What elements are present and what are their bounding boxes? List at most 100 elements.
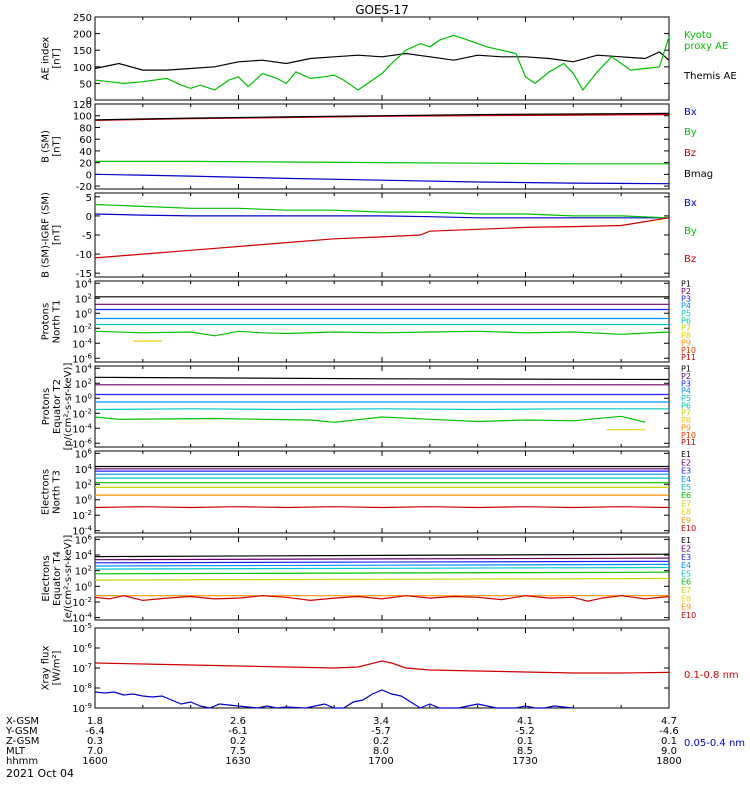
panel-4-ytick-label: 10-4: [72, 337, 92, 350]
panel-7-legend-label: E6: [681, 578, 691, 587]
plot-title: GOES-17: [355, 3, 409, 17]
panel-5-ytick-label: 100: [75, 392, 92, 405]
panel-3-ytick-label: 5: [86, 193, 92, 204]
panel-4-ytick-label: 10-6: [72, 352, 92, 365]
panel-5-legend-label: P8: [681, 416, 691, 425]
panel-6-legend-label: E2: [681, 458, 691, 467]
panel-1-legend-item: proxy AE: [684, 41, 728, 52]
panel-7-ytick-label: 10-4: [72, 612, 92, 625]
orbit-value: 1.8: [87, 716, 103, 727]
panel-8-ytick-label: 10-5: [72, 622, 92, 635]
orbit-value: -5.2: [515, 726, 535, 737]
panel-4-ytick-label: 100: [75, 307, 92, 320]
panel-3-legend-item: Bx: [684, 198, 697, 209]
orbit-value: 0.1: [517, 736, 533, 747]
panel-6-ytick-label: 10-4: [72, 525, 92, 538]
panel-5-legend-label: P3: [681, 379, 691, 388]
panel-5-ytick-label: 10-2: [72, 407, 92, 420]
panel-7-legend-label: E5: [681, 569, 691, 578]
panel-7-series-e7: [94, 577, 670, 581]
panel-3-legend-item: Bz: [684, 254, 696, 265]
orbit-row-label: hhmm: [6, 756, 38, 767]
orbit-value: 1730: [512, 756, 537, 767]
panel-5-series-p5: [94, 408, 669, 411]
panel-6-legend-label: E7: [681, 499, 691, 508]
panel-8-frame: [94, 627, 670, 709]
panel-2-legend-item: Bmag: [684, 169, 713, 180]
panel-7-legend-label: E2: [681, 545, 691, 554]
orbit-value: 0.2: [230, 736, 246, 747]
panel-7-legend-label: E10: [681, 611, 696, 620]
panel-4-legend-label: P3: [681, 294, 691, 303]
panel-7-ytick-label: 100: [75, 580, 92, 593]
panel-6-ytick-label: 10-2: [72, 509, 92, 522]
panel-8-ytick-label: 10-7: [72, 662, 92, 675]
panel-6-legend-label: E1: [681, 450, 691, 459]
panel-2-ytick-label: 100: [73, 112, 92, 123]
panel-6-legend-label: E8: [681, 508, 691, 517]
panel-6-frame: [94, 450, 670, 534]
orbit-value: 1600: [82, 756, 107, 767]
panel-8-series-0-1-0-8-nm: [94, 660, 670, 674]
panel-6-ytick-label: 106: [75, 447, 93, 460]
orbit-value: 8.5: [517, 746, 533, 757]
panel-5-legend-label: P1: [681, 365, 691, 374]
panel-2-legend-item: By: [684, 127, 697, 138]
panel-3-ytick-label: -15: [76, 269, 92, 280]
panel-5-ylabel: Protons: [41, 388, 52, 425]
panel-2-series-bmag: [94, 112, 670, 121]
panel-6-legend-label: E6: [681, 491, 691, 500]
panel-5-series-p1: [94, 376, 670, 381]
panel-1-ytick-label: 50: [79, 79, 92, 90]
panel-4-legend-label: P5: [681, 309, 691, 318]
panel-1-legend-item: Kyoto: [684, 30, 712, 41]
panel-1-frame: [94, 16, 670, 101]
panel-3-ytick-label: -5: [82, 231, 92, 242]
panel-3-frame: [94, 192, 670, 278]
panel-4-legend-label: P7: [681, 324, 691, 333]
orbit-value: -6.4: [85, 726, 105, 737]
panel-5-legend-label: P2: [681, 372, 691, 381]
panel-5-ylabel: [p/(cm²-s-sr-keV)]: [63, 363, 74, 451]
panel-1-legend-item: Themis AE: [683, 71, 737, 82]
orbit-value: 4.1: [517, 716, 533, 727]
panel-2-legend-item: Bz: [684, 148, 696, 159]
panel-7-ytick-label: 104: [75, 549, 93, 562]
panel-6-legend-label: E3: [681, 467, 691, 476]
panel-1-ytick-label: 100: [73, 63, 92, 74]
panel-2-ylabel: B (SM): [41, 130, 52, 163]
panel-5-legend-label: P9: [681, 423, 691, 432]
panel-7-ylabel: [e/(cm²-s-sr-keV)]: [63, 535, 74, 623]
panel-4-ytick-label: 10-2: [72, 322, 92, 335]
orbit-value: -4.6: [659, 726, 679, 737]
panel-8-legend-item: 0.1-0.8 nm: [684, 670, 739, 681]
panel-6-ylabel: North T3: [52, 470, 63, 514]
panel-4-legend-label: P10: [681, 346, 696, 355]
orbit-value: 1700: [368, 756, 393, 767]
panel-8-ytick-label: 10-9: [72, 702, 92, 715]
panel-3-ytick-label: 0: [86, 212, 92, 223]
plot-date: 2021 Oct 04: [6, 767, 74, 780]
panel-2-ylabel: [nT]: [52, 136, 63, 156]
panel-2-ytick-label: 120: [73, 100, 92, 111]
panel-7-series-e5: [94, 566, 670, 570]
panel-2-ytick-label: 80: [79, 123, 92, 134]
panel-7-legend-label: E1: [681, 536, 691, 545]
panel-6-ytick-label: 104: [75, 463, 93, 476]
panel-7-ylabel: Electrons: [41, 555, 52, 601]
panel-7-ytick-label: 10-2: [72, 596, 92, 609]
panel-4-series-p6: [94, 330, 670, 337]
panel-5-legend-label: P4: [681, 387, 691, 396]
panel-7-legend-label: E3: [681, 553, 691, 562]
panel-2-legend-item: Bx: [684, 107, 697, 118]
orbit-value: 0.3: [87, 736, 103, 747]
panel-1-ytick-label: 200: [73, 30, 92, 41]
panel-3-legend-item: By: [684, 226, 697, 237]
panel-3-series-bx: [94, 213, 669, 219]
panel-6-ylabel: Electrons: [41, 469, 52, 515]
panel-4-ytick-label: 104: [75, 277, 93, 290]
orbit-value: 1800: [656, 756, 681, 767]
orbit-value: 0.2: [373, 736, 389, 747]
